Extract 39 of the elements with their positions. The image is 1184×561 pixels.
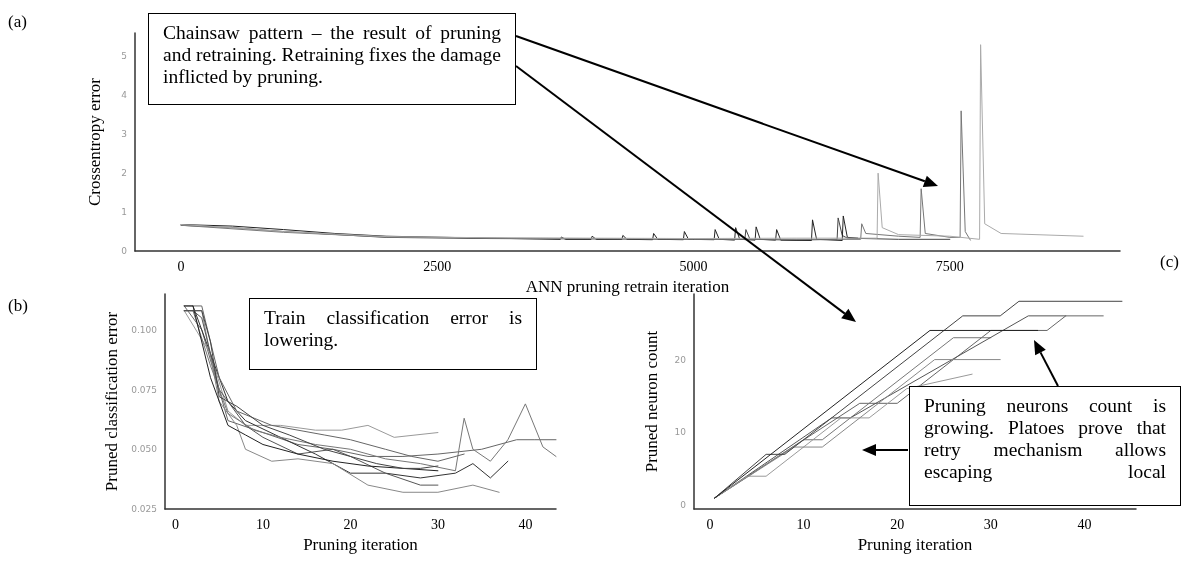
text-box: Chainsaw pattern – the result of pruning and retraining. Retraining fixes the damage inflicted by pruning. [148, 13, 516, 105]
y-tick-label: 0.100 [131, 324, 158, 335]
y-tick-label: 10 [674, 427, 687, 438]
x-axis-title: ANN pruning retrain iteration [525, 276, 730, 296]
x-tick-label: 30 [430, 516, 445, 532]
x-tick-label: 10 [796, 516, 811, 532]
text-box: Pruning neurons count is growing. Platoes prove that retry mechanism allows escaping local [909, 386, 1181, 506]
x-tick-label: 0 [706, 516, 714, 532]
text: (c) [1160, 252, 1179, 272]
y-tick-label: 5 [121, 51, 127, 62]
x-tick-label: 7500 [935, 258, 964, 274]
x-tick-label: 0 [177, 258, 185, 274]
text: (b) [8, 296, 28, 316]
x-tick-label: 20 [890, 516, 905, 532]
x-tick-label: 20 [343, 516, 358, 532]
y-axis-title: Pruned neuron count [642, 330, 661, 473]
x-tick-label: 40 [518, 516, 533, 532]
text-box: Train classification error is lowering. [249, 298, 537, 370]
y-tick-label: 3 [121, 129, 127, 140]
y-tick-label: 20 [674, 354, 687, 365]
y-tick-label: 0 [680, 500, 687, 511]
y-axis-title: Pruned classification error [102, 311, 122, 492]
x-axis-title: Pruning iteration [857, 534, 973, 554]
y-tick-label: 0 [121, 246, 128, 256]
y-tick-label: 0.075 [131, 384, 157, 395]
y-tick-label: 4 [121, 90, 128, 101]
x-tick-label: 5000 [679, 258, 708, 274]
x-tick-label: 30 [983, 516, 998, 532]
y-tick-label: 0.025 [131, 504, 157, 514]
x-tick-label: 0 [172, 516, 179, 532]
y-tick-label: 0.050 [131, 444, 158, 455]
y-tick-label: 2 [121, 168, 127, 179]
x-axis-title: Pruning iteration [303, 534, 419, 554]
x-tick-label: 40 [1077, 516, 1092, 532]
y-axis-title: Crossentropy error [85, 77, 104, 206]
text: (a) [8, 12, 27, 32]
y-tick-label: 1 [121, 207, 127, 218]
x-tick-label: 10 [255, 516, 270, 532]
x-tick-label: 2500 [423, 258, 452, 274]
